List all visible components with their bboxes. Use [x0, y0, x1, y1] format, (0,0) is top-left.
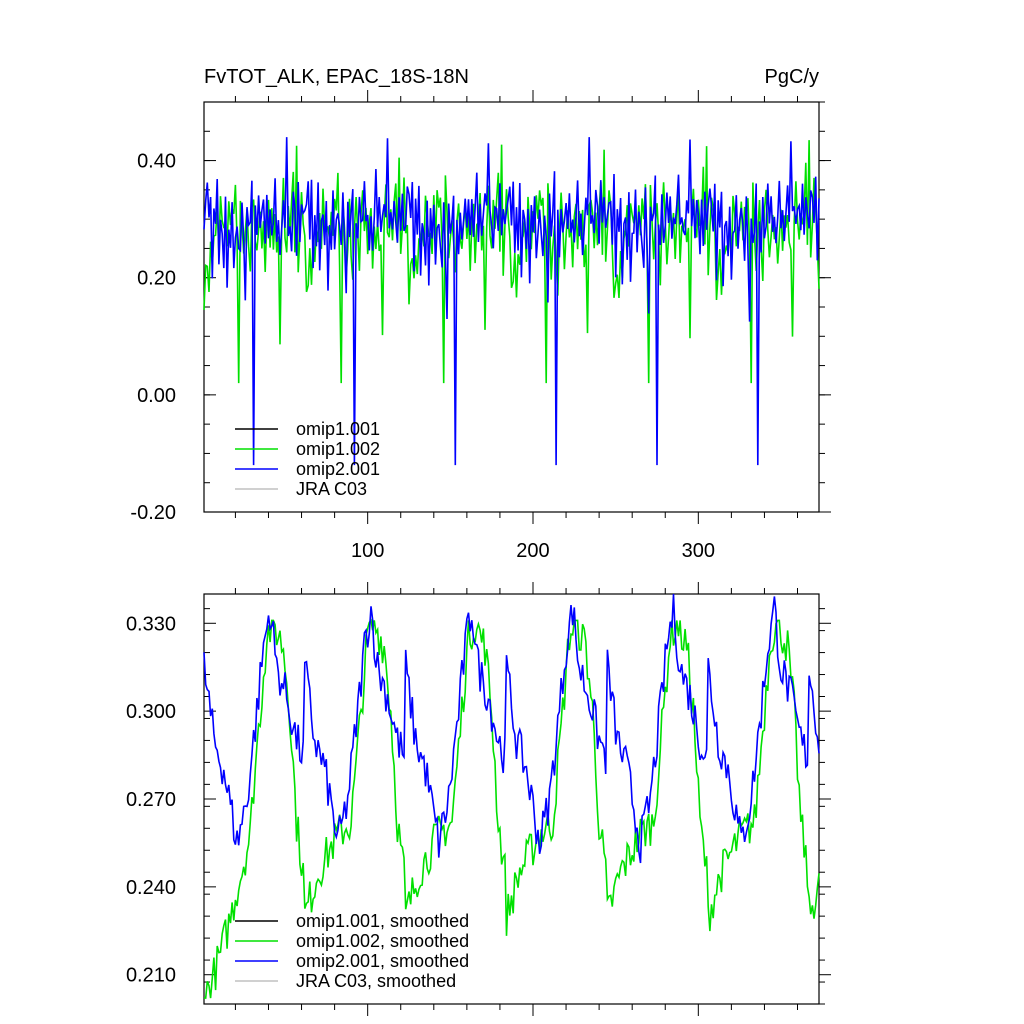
y-tick-label: 0.270: [126, 789, 176, 811]
x-tick-label: 300: [682, 540, 715, 562]
x-tick-label: 100: [351, 540, 384, 562]
legend-label: omip2.001: [296, 459, 380, 479]
legend-label: JRA C03: [296, 479, 367, 499]
series-line-omip1-002: [203, 140, 820, 384]
bottom-series-group: [203, 593, 820, 999]
legend-label: omip1.002: [296, 439, 380, 459]
bottom-axis-ticks: 0.210 0.240 0.270 0.300 0.330: [126, 582, 831, 1016]
series-line-omip2-001-smoothed: [203, 593, 820, 864]
series-line-omip1-002-smoothed: [204, 618, 820, 999]
bottom-panel: 0.210 0.240 0.270 0.300 0.330 omip1.001, smo…: [126, 582, 831, 1016]
top-series-group: [203, 137, 820, 466]
y-tick-label: 0.330: [126, 613, 176, 635]
legend-label: omip1.001, smoothed: [296, 911, 469, 931]
series-line-omip2-001: [203, 137, 820, 466]
y-tick-label: 0.300: [126, 701, 176, 723]
y-tick-label: 0.210: [126, 965, 176, 987]
x-tick-label: 200: [516, 540, 549, 562]
chart-units: PgC/y: [765, 66, 819, 88]
y-tick-label: 0.40: [137, 151, 176, 173]
top-axis-ticks: -0.20 0.00 0.20 0.40 100 200 300: [130, 90, 831, 562]
y-tick-label: -0.20: [130, 502, 176, 524]
chart-title: FvTOT_ALK, EPAC_18S-18N: [204, 66, 469, 88]
legend-label: omip2.001, smoothed: [296, 951, 469, 971]
legend-label: omip1.001: [296, 419, 380, 439]
legend-label: JRA C03, smoothed: [296, 971, 456, 991]
y-tick-label: 0.240: [126, 877, 176, 899]
legend-label: omip1.002, smoothed: [296, 931, 469, 951]
y-tick-label: 0.00: [137, 385, 176, 407]
y-tick-label: 0.20: [137, 268, 176, 290]
